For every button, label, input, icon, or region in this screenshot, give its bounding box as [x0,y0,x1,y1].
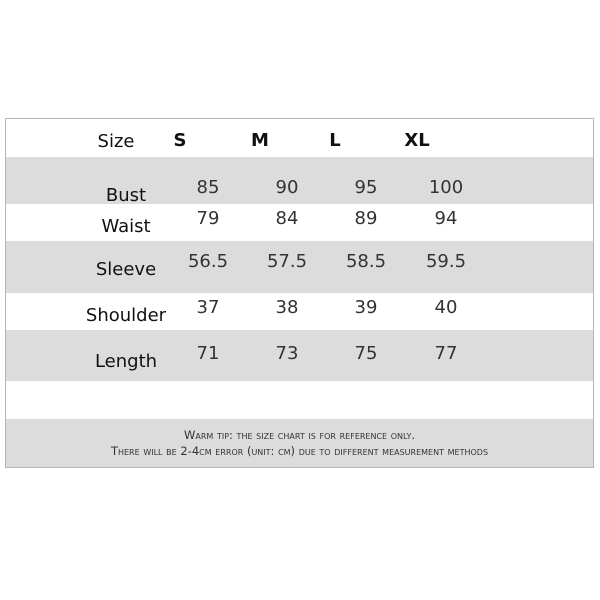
measurement-value: 89 [354,208,378,229]
header-row: Size S M L XL [6,119,593,157]
table-row: Waist 79 84 89 94 [6,204,593,241]
size-chart-table: Size S M L XL Bust 85 90 95 100 Waist 79 84 89 94… [5,118,594,468]
row-label: Bust [105,185,147,206]
table-row: Bust 85 90 95 100 [6,157,593,206]
measurement-value: 39 [354,297,378,318]
measurement-value: 75 [354,343,378,364]
size-xl: XL [404,130,430,151]
measurement-value: 77 [434,343,458,364]
row-label: Shoulder [85,305,167,326]
measurement-value: 84 [275,208,299,229]
measurement-value: 56.5 [187,251,229,272]
size-l: L [329,130,341,151]
note-line-1: Warm tip: the size chart is for referenc… [184,428,415,442]
measurement-value: 95 [354,177,378,198]
note-row: Warm tip: the size chart is for referenc… [6,419,593,467]
measurement-value: 71 [196,343,220,364]
measurement-value: 73 [275,343,299,364]
table-row: Shoulder 37 38 39 40 [6,293,593,330]
measurement-value: 58.5 [345,251,387,272]
note-line-2: There will be 2-4cm error (unit: cm) due… [110,444,489,458]
row-label: Sleeve [95,259,157,280]
size-header-label: Size [97,131,135,152]
table-row: Sleeve 56.5 57.5 58.5 59.5 [6,241,593,293]
measurement-value: 85 [196,177,220,198]
row-label: Waist [101,216,151,237]
table-row: Length 71 73 75 77 [6,330,593,381]
measurement-value: 57.5 [266,251,308,272]
measurement-value: 94 [434,208,458,229]
measurement-value: 37 [196,297,220,318]
size-s: S [173,130,187,151]
measurement-value: 40 [434,297,458,318]
measurement-value: 100 [428,177,464,198]
measurement-value: 79 [196,208,220,229]
row-label: Length [94,351,158,372]
measurement-value: 90 [275,177,299,198]
measurement-value: 38 [275,297,299,318]
measurement-value: 59.5 [425,251,467,272]
size-m: M [251,130,269,151]
